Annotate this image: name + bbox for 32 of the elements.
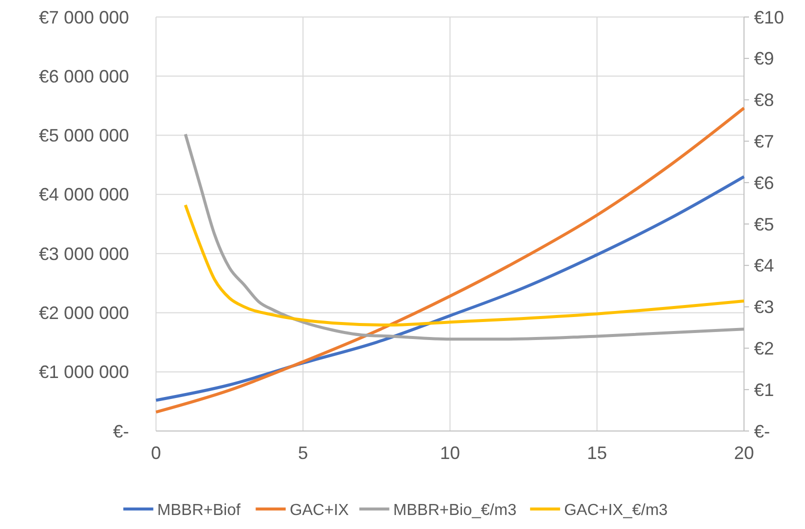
y2-tick-label: €3 bbox=[754, 297, 774, 318]
y2-tick-label: €7 bbox=[754, 132, 774, 152]
y-tick-label: €3 000 000 bbox=[38, 244, 129, 264]
y2-tick-label: €5 bbox=[754, 214, 774, 234]
y-tick-label: €4 000 000 bbox=[38, 184, 129, 205]
x-tick-label: 20 bbox=[734, 443, 754, 463]
x-tick-label: 10 bbox=[440, 443, 460, 463]
x-tick-label: 5 bbox=[298, 443, 308, 463]
legend-label: GAC+IX bbox=[290, 502, 350, 519]
x-tick-label: 0 bbox=[150, 443, 162, 463]
y-tick-label: €5 000 000 bbox=[38, 126, 129, 146]
legend-label: GAC+IX_€/m3 bbox=[564, 502, 668, 519]
y2-tick-label: €6 bbox=[754, 172, 774, 193]
y2-tick-label: €- bbox=[754, 421, 770, 442]
line-series bbox=[154, 175, 746, 402]
legend-label: MBBR+Bio_€/m3 bbox=[393, 502, 517, 519]
y2-tick-label: €8 bbox=[754, 90, 774, 110]
legend-label: MBBR+Biof bbox=[157, 502, 241, 519]
line-series bbox=[154, 106, 746, 414]
y-tick-label: €6 000 000 bbox=[38, 66, 129, 86]
y2-tick-label: €2 bbox=[754, 338, 774, 358]
line-series bbox=[184, 203, 746, 327]
x-tick-label: 15 bbox=[586, 443, 608, 463]
y2-tick-label: €1 bbox=[754, 380, 774, 400]
y2-tick-label: €9 bbox=[754, 48, 774, 69]
y-tick-label: €1 000 000 bbox=[38, 362, 129, 382]
line-series bbox=[184, 132, 746, 341]
y-tick-label: €7 000 000 bbox=[38, 7, 129, 28]
y2-tick-label: €10 bbox=[754, 7, 784, 28]
y-tick-label: €- bbox=[112, 421, 129, 442]
y-tick-label: €2 000 000 bbox=[38, 303, 129, 324]
y2-tick-label: €4 bbox=[754, 256, 774, 276]
